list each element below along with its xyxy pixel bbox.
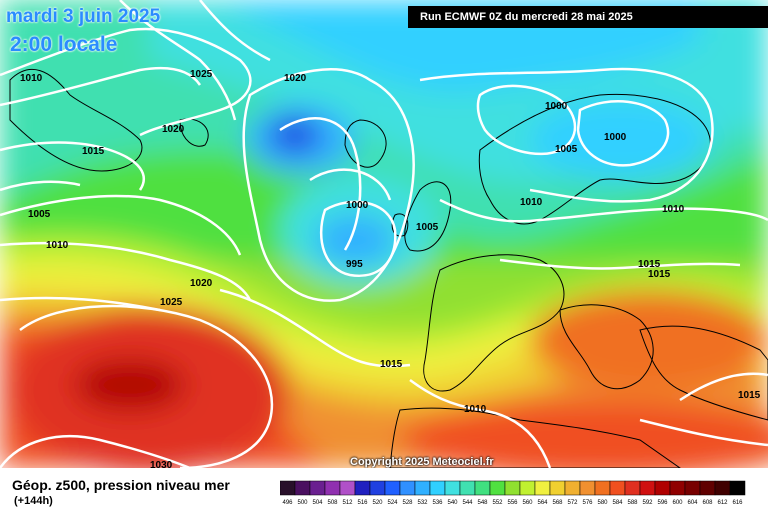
- scale-swatch: [654, 480, 671, 496]
- scale-swatch: [294, 480, 311, 496]
- scale-swatch: [729, 480, 746, 496]
- scale-swatch: [534, 480, 551, 496]
- isobar-label: 995: [346, 259, 363, 270]
- scale-swatch: [519, 480, 536, 496]
- scale-swatch: [339, 480, 356, 496]
- scale-swatch: [369, 480, 386, 496]
- scale-tick-label: 564: [537, 500, 548, 506]
- scale-swatch: [459, 480, 476, 496]
- forecast-date: mardi 3 juin 2025: [6, 6, 161, 27]
- scale-tick-label: 528: [402, 500, 413, 506]
- scale-swatch: [639, 480, 656, 496]
- scale-tick-label: 536: [432, 500, 443, 506]
- scale-tick-label: 504: [312, 500, 323, 506]
- isobar-label: 1020: [284, 73, 307, 84]
- isobar-label: 1020: [162, 124, 185, 135]
- isobar-label: 1005: [28, 209, 51, 220]
- map-canvas: 1010 1025 1020 1015 1020 1005 1010 1020 …: [0, 0, 768, 468]
- scale-tick-label: 548: [477, 500, 488, 506]
- scale-swatch: [309, 480, 326, 496]
- isobar-label: 1010: [464, 404, 487, 415]
- coastlines: [9, 68, 768, 468]
- weather-map: 1010 1025 1020 1015 1020 1005 1010 1020 …: [0, 0, 768, 468]
- scale-swatch: [504, 480, 521, 496]
- isobar-label: 1010: [520, 197, 543, 208]
- scale-tick-label: 512: [342, 500, 353, 506]
- isobar-label: 1000: [545, 101, 568, 112]
- legend-subtitle: (+144h): [14, 495, 53, 507]
- scale-swatch: [444, 480, 461, 496]
- scale-tick-label: 540: [447, 500, 458, 506]
- scale-tick-label: 508: [327, 500, 338, 506]
- scale-tick-label: 524: [387, 500, 398, 506]
- scale-tick-label: 552: [492, 500, 503, 506]
- color-scale: 496 500 504 508 512 516 520 524 528 532 536 540 544 5…: [280, 480, 746, 506]
- scale-swatch: [429, 480, 446, 496]
- isobar-label: 1015: [738, 390, 761, 401]
- scale-tick-label: 592: [642, 500, 653, 506]
- isobar-label: 1005: [555, 144, 578, 155]
- scale-swatch: [384, 480, 401, 496]
- scale-swatch: [280, 480, 296, 496]
- isobar-label: 1025: [160, 297, 183, 308]
- scale-tick-label: 596: [657, 500, 668, 506]
- scale-swatch: [354, 480, 371, 496]
- scale-swatch: [609, 480, 626, 496]
- isobar-label: 1025: [190, 69, 213, 80]
- scale-tick-label: 560: [522, 500, 533, 506]
- scale-tick-label: 588: [627, 500, 638, 506]
- scale-tick-label: 604: [687, 500, 698, 506]
- scale-swatch: [594, 480, 611, 496]
- isobars: [0, 0, 768, 468]
- isobar-label: 1015: [648, 269, 671, 280]
- scale-tick-label: 516: [357, 500, 368, 506]
- scale-swatch: [624, 480, 641, 496]
- scale-tick-label: 568: [552, 500, 563, 506]
- scale-tick-label: 556: [507, 500, 518, 506]
- legend-title: Géop. z500, pression niveau mer: [12, 477, 230, 493]
- scale-tick-label: 496: [282, 500, 293, 506]
- scale-swatch: [684, 480, 701, 496]
- scale-swatch: [714, 480, 731, 496]
- model-run-label: Run ECMWF 0Z du mercredi 28 mai 2025: [408, 6, 768, 28]
- scale-swatch: [399, 480, 416, 496]
- scale-tick-label: 544: [462, 500, 473, 506]
- scale-swatch: [324, 480, 341, 496]
- isobar-label: 1020: [190, 278, 213, 289]
- isobar-label: 1010: [20, 73, 43, 84]
- scale-tick-label: 580: [597, 500, 608, 506]
- scale-swatch: [549, 480, 566, 496]
- isobar-label: 1000: [604, 132, 627, 143]
- scale-tick-label: 600: [672, 500, 683, 506]
- scale-swatch: [489, 480, 506, 496]
- scale-swatch: [564, 480, 581, 496]
- scale-tick-label: 616: [732, 500, 743, 506]
- isobar-label: 1030: [150, 460, 173, 468]
- isobar-label: 1010: [46, 240, 69, 251]
- scale-tick-label: 500: [297, 500, 308, 506]
- scale-tick-label: 612: [717, 500, 728, 506]
- isobar-label: 1015: [380, 359, 403, 370]
- scale-swatch: [699, 480, 716, 496]
- isobar-label: 1015: [638, 259, 661, 270]
- scale-tick-label: 572: [567, 500, 578, 506]
- isobar-labels: 1010 1025 1020 1015 1020 1005 1010 1020 …: [20, 69, 761, 468]
- legend-footer: Géop. z500, pression niveau mer (+144h) …: [0, 468, 768, 512]
- scale-tick-label: 608: [702, 500, 713, 506]
- scale-tick-label: 532: [417, 500, 428, 506]
- scale-tick-label: 576: [582, 500, 593, 506]
- scale-tick-label: 520: [372, 500, 383, 506]
- isobar-label: 1005: [416, 222, 439, 233]
- scale-swatch: [669, 480, 686, 496]
- scale-tick-label: 584: [612, 500, 623, 506]
- isobar-label: 1015: [82, 146, 105, 157]
- copyright-text: Copyright 2025 Meteociel.fr: [350, 456, 494, 468]
- scale-swatch: [474, 480, 491, 496]
- isobar-label: 1010: [662, 204, 685, 215]
- scale-swatch: [414, 480, 431, 496]
- forecast-time: 2:00 locale: [10, 33, 118, 56]
- isobar-label: 1000: [346, 200, 369, 211]
- scale-swatch: [579, 480, 596, 496]
